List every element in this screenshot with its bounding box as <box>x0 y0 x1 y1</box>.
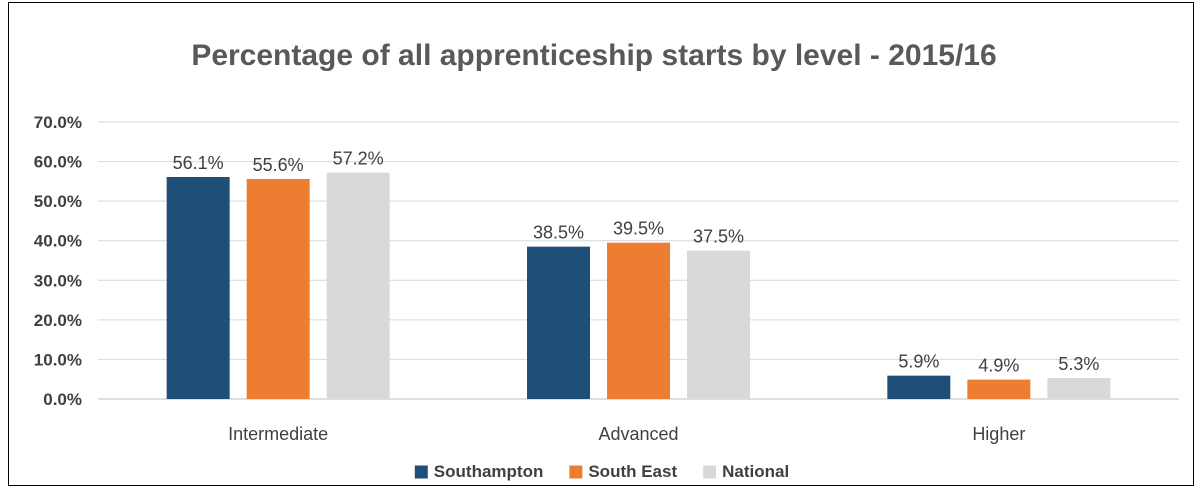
bars <box>166 172 1111 399</box>
x-tick-label: Advanced <box>598 424 678 444</box>
legend-label: South East <box>588 462 677 481</box>
y-tick-label: 60.0% <box>34 153 82 172</box>
legend-label: National <box>722 462 789 481</box>
x-tick-label: Higher <box>972 424 1025 444</box>
x-axis-ticks: Intermediate Advanced Higher <box>228 424 1025 444</box>
y-tick-label: 70.0% <box>34 113 82 132</box>
y-tick-label: 20.0% <box>34 311 82 330</box>
data-labels: 56.1% 55.6% 57.2% 38.5% 39.5% 37.5% 5.9% 4.9% 5.… <box>173 149 1100 376</box>
data-label: 56.1% <box>173 153 224 173</box>
bar-chart: Percentage of all apprenticeship starts … <box>34 39 1179 481</box>
chart-frame: Percentage of all apprenticeship starts … <box>8 2 1194 486</box>
bar-national-advanced <box>687 250 750 399</box>
legend-swatch <box>414 465 428 479</box>
data-label: 4.9% <box>978 356 1019 376</box>
data-label: 5.3% <box>1058 354 1099 374</box>
bar-south-east-higher <box>967 379 1031 399</box>
bar-southampton-higher <box>887 375 951 399</box>
chart-title: Percentage of all apprenticeship starts … <box>191 39 996 72</box>
bar-southampton-intermediate <box>166 177 230 399</box>
data-label: 38.5% <box>533 223 584 243</box>
legend-swatch <box>703 465 717 479</box>
data-label: 37.5% <box>693 227 744 247</box>
data-label: 39.5% <box>613 219 664 239</box>
y-tick-label: 40.0% <box>34 232 82 251</box>
data-label: 55.6% <box>253 155 304 175</box>
bar-southampton-advanced <box>527 246 590 399</box>
y-tick-label: 50.0% <box>34 192 82 211</box>
data-label: 57.2% <box>333 149 384 169</box>
bar-south-east-advanced <box>607 242 670 399</box>
y-axis-ticks: 0.0% 10.0% 20.0% 30.0% 40.0% 50.0% 60.0% 70.0% <box>34 113 82 409</box>
y-tick-label: 0.0% <box>43 390 82 409</box>
legend-swatch <box>569 465 583 479</box>
bar-south-east-intermediate <box>246 178 310 399</box>
data-label: 5.9% <box>898 352 939 372</box>
x-tick-label: Intermediate <box>228 424 328 444</box>
bar-national-intermediate <box>326 172 390 399</box>
y-tick-label: 30.0% <box>34 271 82 290</box>
legend: Southampton South East National <box>414 462 789 481</box>
legend-label: Southampton <box>434 462 544 481</box>
bar-national-higher <box>1047 378 1111 399</box>
y-tick-label: 10.0% <box>34 350 82 369</box>
